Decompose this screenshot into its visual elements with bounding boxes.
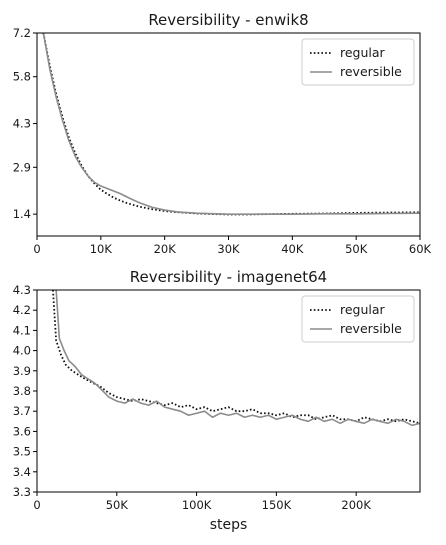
chart-title: Reversibility - imagenet64 — [130, 268, 327, 286]
chart-2: Reversibility - imagenet64 0 50K 100K 150K 20… — [13, 268, 421, 533]
y-tick-label: 7.2 — [13, 26, 31, 40]
series-line-reversible — [55, 290, 420, 427]
x-axis-label: steps — [210, 517, 248, 533]
y-tick-label: 3.4 — [13, 465, 31, 479]
y-tick-label: 4.1 — [13, 323, 31, 337]
x-tick-label: 100K — [182, 498, 212, 512]
y-tick-label: 4.0 — [13, 344, 31, 358]
y-tick-label: 3.5 — [13, 445, 31, 459]
legend-label-regular: regular — [340, 45, 386, 60]
y-tick-label: 3.7 — [13, 404, 31, 418]
x-tick-label: 20K — [154, 242, 177, 256]
series-line-regular — [42, 33, 420, 216]
chart-title: Reversibility - enwik8 — [148, 11, 308, 29]
x-tick-label: 10K — [90, 242, 113, 256]
chart-1: Reversibility - enwik8 0 10K 20K 30K 40K 50K 60… — [13, 11, 432, 256]
y-tick-label: 3.9 — [13, 364, 31, 378]
legend-label-regular: regular — [340, 302, 386, 317]
y-tick-label: 1.4 — [13, 207, 31, 221]
y-tick-label: 5.8 — [13, 70, 31, 84]
legend: regular reversible — [301, 38, 415, 86]
x-tick-label: 30K — [217, 242, 240, 256]
x-tick-label: 150K — [262, 498, 292, 512]
series-line-reversible — [42, 33, 420, 215]
y-tick-label: 3.3 — [13, 485, 31, 499]
legend-box — [301, 38, 415, 86]
y-tick-label: 3.6 — [13, 424, 31, 438]
x-tick-label: 60K — [409, 242, 432, 256]
x-tick-label: 40K — [281, 242, 304, 256]
legend-box — [301, 295, 415, 343]
y-tick-label: 4.2 — [13, 303, 31, 317]
x-tick-label: 50K — [106, 498, 129, 512]
y-tick-label: 4.3 — [13, 283, 31, 297]
legend-label-reversible: reversible — [340, 64, 402, 79]
legend-label-reversible: reversible — [340, 321, 402, 336]
x-tick-label: 200K — [341, 498, 371, 512]
x-tick-label: 50K — [345, 242, 368, 256]
y-tick-label: 2.9 — [13, 160, 31, 174]
y-tick-label: 4.3 — [13, 117, 31, 131]
legend: regular reversible — [301, 295, 415, 343]
y-tick-label: 3.8 — [13, 384, 31, 398]
x-tick-label: 0 — [33, 242, 40, 256]
x-tick-label: 0 — [33, 498, 40, 512]
